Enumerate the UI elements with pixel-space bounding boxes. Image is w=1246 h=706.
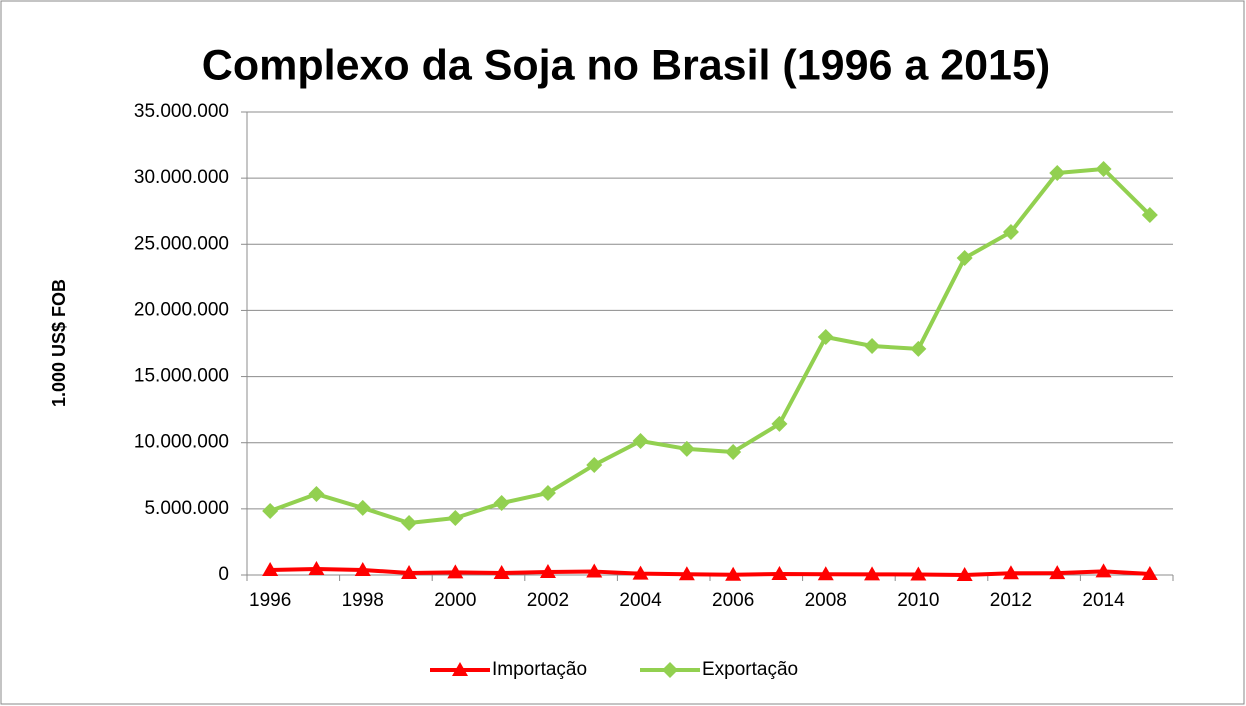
x-tick-label: 2006 [712, 590, 754, 611]
marker [262, 502, 279, 519]
marker [586, 456, 603, 473]
marker [493, 565, 510, 580]
x-tick-label: 2004 [619, 590, 662, 611]
series-line [270, 567, 1150, 577]
marker [354, 561, 371, 576]
y-tick-label: 30.000.000 [134, 167, 229, 188]
marker [452, 662, 468, 676]
marker [1095, 161, 1112, 178]
series-line [269, 167, 1152, 526]
marker [1002, 565, 1019, 580]
marker [632, 565, 649, 580]
x-tick-label: 2012 [990, 590, 1032, 611]
marker [725, 443, 742, 460]
marker [725, 566, 742, 581]
marker [308, 561, 325, 576]
legend-label: Importação [492, 659, 587, 680]
marker [401, 515, 418, 532]
marker [1141, 565, 1158, 580]
marker [771, 415, 788, 432]
marker [262, 561, 279, 576]
marker [354, 499, 371, 516]
marker [678, 440, 695, 457]
marker [1002, 223, 1019, 240]
y-tick-label: 10.000.000 [134, 432, 229, 453]
marker [308, 486, 325, 503]
x-tick-label: 2010 [897, 590, 939, 611]
marker [956, 250, 973, 267]
marker [1049, 565, 1066, 580]
marker [447, 564, 464, 579]
x-tick-label: 1998 [342, 590, 384, 611]
y-axis-label: 1.000 US$ FOB [49, 279, 69, 407]
y-tick-label: 0 [218, 564, 229, 585]
x-tick-label: 1996 [249, 590, 291, 611]
marker [771, 565, 788, 580]
y-tick-label: 35.000.000 [134, 101, 229, 122]
marker [956, 567, 973, 581]
marker [1095, 563, 1112, 578]
chart-title: Complexo da Soja no Brasil (1996 a 2015) [202, 41, 1050, 89]
y-tick-label: 20.000.000 [134, 299, 229, 320]
marker [447, 509, 464, 526]
y-tick-label: 15.000.000 [134, 366, 229, 387]
marker [817, 566, 834, 581]
marker [493, 495, 510, 512]
marker [539, 563, 556, 578]
marker [539, 484, 556, 501]
marker [864, 338, 881, 355]
y-tick-label: 25.000.000 [134, 233, 229, 254]
y-tick-label: 5.000.000 [144, 498, 229, 519]
marker [817, 329, 834, 346]
marker [864, 566, 881, 581]
legend-label: Exportação [702, 659, 798, 680]
marker [586, 563, 603, 578]
marker [910, 340, 927, 357]
marker [910, 566, 927, 581]
marker [401, 565, 418, 580]
x-tick-label: 2008 [805, 590, 847, 611]
x-tick-label: 2000 [434, 590, 476, 611]
x-tick-label: 2014 [1082, 590, 1125, 611]
marker [632, 432, 649, 449]
marker [678, 566, 695, 581]
marker [1049, 164, 1066, 181]
marker [1141, 207, 1158, 224]
x-tick-label: 2002 [527, 590, 569, 611]
marker [662, 662, 678, 678]
